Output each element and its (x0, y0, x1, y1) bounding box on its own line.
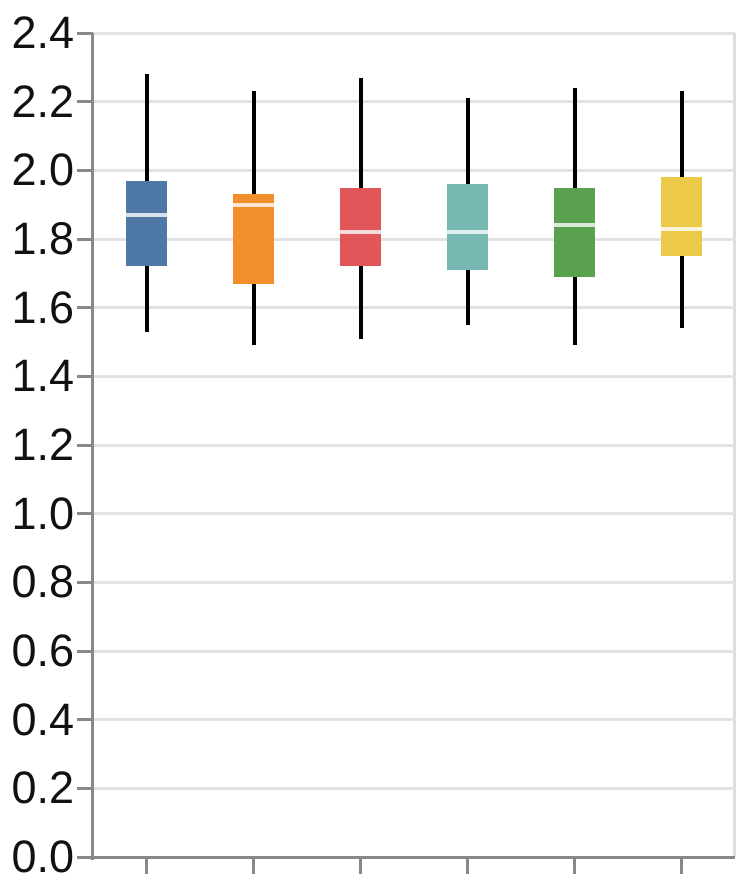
y-gridline (93, 306, 735, 310)
y-gridline (93, 168, 735, 172)
y-tick-label: 0.4 (11, 693, 74, 745)
y-tick (77, 718, 93, 722)
x-tick (251, 858, 256, 874)
y-gridline (93, 100, 735, 104)
y-tick (77, 31, 93, 35)
y-tick (77, 580, 93, 584)
box-median-line (554, 223, 595, 228)
y-tick-label: 0.6 (11, 625, 74, 676)
y-gridline (93, 718, 735, 722)
y-tick (77, 443, 93, 447)
box-body (554, 187, 595, 277)
y-tick-label: 1.2 (11, 419, 74, 470)
y-gridline (93, 237, 735, 241)
box-body (126, 180, 167, 267)
y-tick (77, 786, 93, 790)
y-tick-label: 2.0 (11, 144, 74, 196)
y-tick (77, 374, 93, 378)
box-body (340, 187, 381, 267)
y-gridline (93, 31, 735, 35)
y-axis-line (91, 33, 94, 860)
y-gridline (93, 786, 735, 790)
y-tick-label: 0.0 (11, 831, 74, 882)
y-tick-label: 0.2 (11, 762, 74, 814)
y-tick-label: 1.4 (11, 350, 74, 402)
y-tick-label: 2.4 (11, 7, 74, 58)
y-gridline (93, 443, 735, 447)
x-tick (572, 858, 577, 874)
y-tick (77, 237, 93, 241)
y-tick (77, 512, 93, 516)
y-gridline (93, 580, 735, 584)
y-tick (77, 306, 93, 310)
box-median-line (661, 226, 702, 231)
box-median-line (447, 230, 488, 235)
box-median-line (126, 212, 167, 217)
y-tick-label: 1.8 (11, 213, 74, 264)
y-tick-label: 2.2 (11, 75, 74, 127)
y-tick (77, 649, 93, 653)
x-tick (144, 858, 149, 874)
x-tick (358, 858, 363, 874)
box-body (661, 177, 702, 257)
y-tick-label: 1.0 (11, 487, 74, 539)
box-body (447, 184, 488, 270)
x-tick (679, 858, 684, 874)
x-axis-line (91, 855, 735, 859)
box-median-line (340, 230, 381, 235)
y-tick-label: 1.6 (11, 281, 74, 333)
x-tick (465, 858, 470, 874)
y-tick (77, 168, 93, 172)
box-median-line (233, 202, 274, 207)
y-gridline (93, 512, 735, 516)
y-tick-label: 0.8 (11, 556, 74, 608)
y-tick (77, 855, 93, 859)
box-body (233, 194, 274, 284)
y-gridline (93, 649, 735, 653)
y-tick (77, 100, 93, 104)
y-gridline (93, 374, 735, 378)
